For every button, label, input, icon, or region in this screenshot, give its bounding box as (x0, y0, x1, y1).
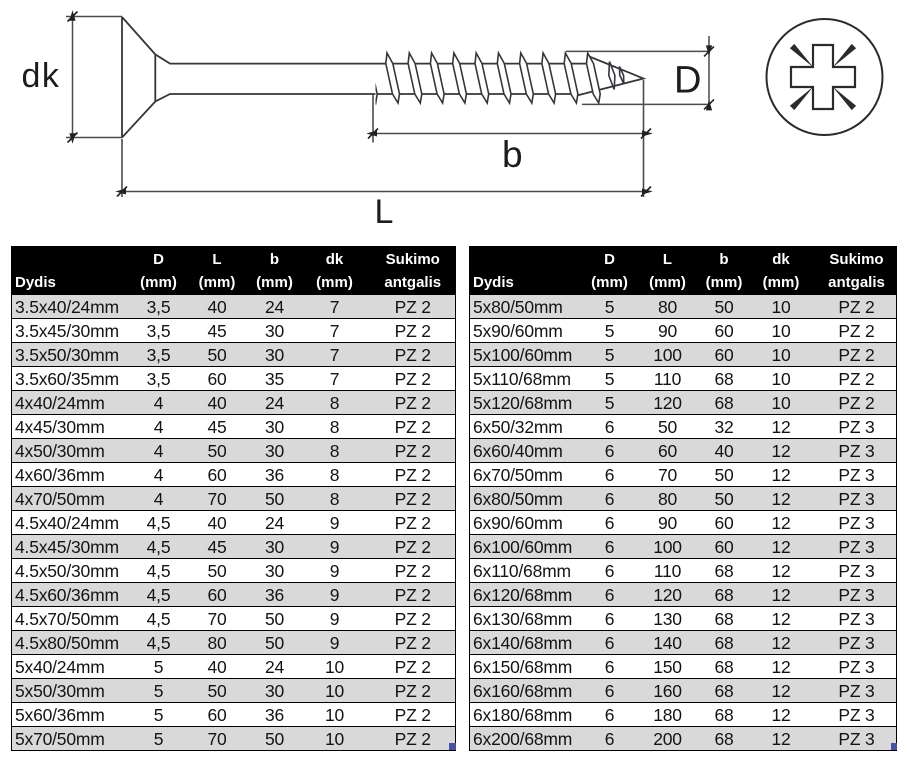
svg-text:L: L (375, 193, 394, 231)
svg-text:D: D (674, 60, 701, 102)
svg-text:b: b (502, 134, 523, 175)
svg-text:dk: dk (22, 57, 61, 95)
